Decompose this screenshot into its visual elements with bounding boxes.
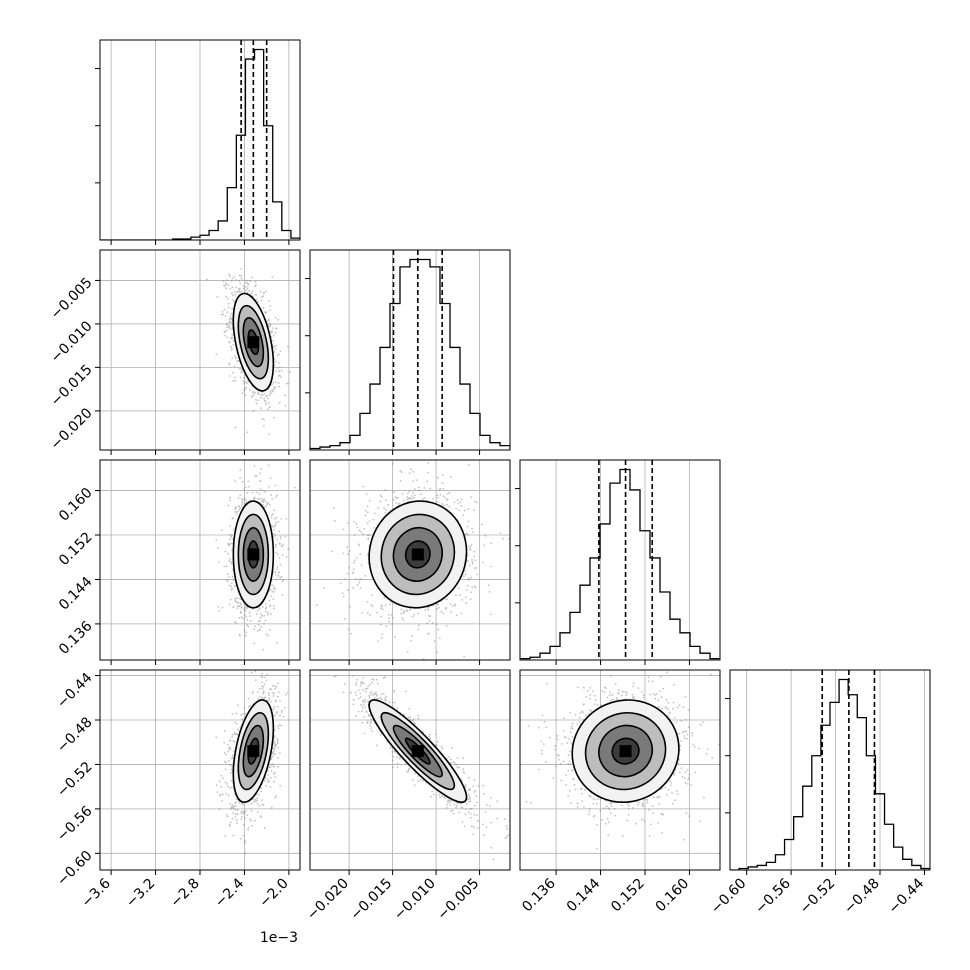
x-tick-label: −0.56	[752, 875, 794, 917]
y-tick-label: −0.015	[48, 362, 96, 410]
y-tick-label: −0.44	[54, 670, 96, 712]
contour-2	[242, 724, 265, 778]
scatter-panel-3-2	[519, 669, 721, 875]
contour-0	[232, 500, 275, 609]
x-tick-label: −2.0	[256, 876, 291, 911]
scatter-points	[333, 674, 510, 861]
density-peak	[411, 745, 424, 758]
contour-1	[237, 513, 270, 596]
contour-3	[404, 540, 431, 569]
contour-1	[380, 513, 456, 596]
x-tick-label: −0.005	[434, 876, 482, 924]
y-tick-label: −0.005	[48, 275, 96, 323]
x-tick-label: 0.152	[608, 876, 648, 916]
x-tick-label: −0.010	[391, 876, 439, 924]
x-tick-label: −0.44	[886, 875, 928, 917]
contour-2	[242, 526, 265, 582]
hist-panel-3	[725, 669, 931, 875]
x-tick-label: −2.8	[167, 876, 202, 911]
panel-frame	[519, 459, 721, 661]
panel-frame	[309, 249, 511, 451]
histogram-step	[310, 258, 510, 450]
y-tick-label: 0.152	[56, 529, 96, 569]
y-tick-label: −0.48	[54, 714, 96, 756]
contour-2	[598, 724, 654, 778]
x-tick-label: −0.020	[304, 876, 352, 924]
contour-0	[232, 699, 275, 804]
contour-2	[392, 526, 443, 582]
scatter-panel-3-1	[309, 669, 511, 875]
x-tick-label: 0.144	[564, 875, 604, 915]
hist-panel-0	[95, 39, 301, 245]
density-peak	[619, 745, 632, 758]
x-tick-label: −3.6	[79, 875, 114, 910]
corner-panels	[95, 39, 931, 875]
x-tick-label: −2.4	[212, 875, 247, 910]
x-offset-label: 1e−3	[260, 930, 298, 946]
y-tick-label: 0.144	[56, 574, 96, 614]
contour-0	[368, 699, 468, 804]
panel-frame	[519, 669, 721, 871]
contour-1	[380, 711, 456, 791]
x-tick-label: −0.48	[841, 876, 883, 918]
scatter-points	[206, 268, 292, 436]
x-tick-label: −3.2	[123, 876, 158, 911]
x-tick-label: −0.60	[708, 876, 750, 918]
density-peak	[411, 548, 424, 561]
contour-0	[571, 699, 680, 804]
tick-labels: −3.6 −3.2 −2.8 −2.4 −2.01e−3−0.020−0.015−0.0…	[48, 275, 928, 946]
contour-0	[368, 500, 468, 609]
contour-2	[242, 317, 265, 368]
scatter-points	[315, 462, 510, 660]
histogram-step	[100, 48, 300, 240]
x-tick-label: 0.160	[653, 876, 693, 916]
contour-0	[232, 292, 275, 392]
density-peak	[247, 548, 260, 561]
contour-1	[237, 711, 270, 791]
density-peak	[247, 336, 260, 349]
scatter-points	[525, 670, 720, 850]
contour-1	[237, 304, 270, 380]
y-tick-label: −0.52	[54, 759, 96, 801]
panel-frame	[309, 669, 511, 871]
scatter-points	[215, 464, 296, 651]
y-tick-label: 0.160	[56, 485, 96, 525]
panel-frame	[309, 459, 511, 661]
scatter-points	[215, 670, 289, 854]
y-tick-label: −0.60	[54, 848, 96, 890]
density-peak	[247, 745, 260, 758]
hist-panel-1	[305, 249, 511, 455]
x-tick-label: 0.136	[519, 875, 559, 915]
scatter-panel-3-0	[95, 669, 301, 875]
histogram-step	[520, 468, 720, 660]
hist-panel-2	[515, 459, 721, 665]
y-tick-label: −0.020	[48, 405, 96, 453]
histogram-step	[730, 678, 930, 870]
contour-1	[584, 711, 667, 791]
x-tick-label: −0.015	[347, 876, 395, 924]
scatter-panel-1-0	[95, 249, 301, 455]
y-tick-label: −0.010	[48, 318, 96, 366]
y-tick-label: −0.56	[54, 803, 96, 845]
panel-frame	[729, 669, 931, 871]
contour-3	[611, 737, 640, 765]
y-tick-label: 0.136	[56, 618, 96, 658]
x-tick-label: −0.52	[797, 876, 839, 918]
scatter-panel-2-1	[309, 459, 511, 665]
scatter-panel-2-0	[95, 459, 301, 665]
